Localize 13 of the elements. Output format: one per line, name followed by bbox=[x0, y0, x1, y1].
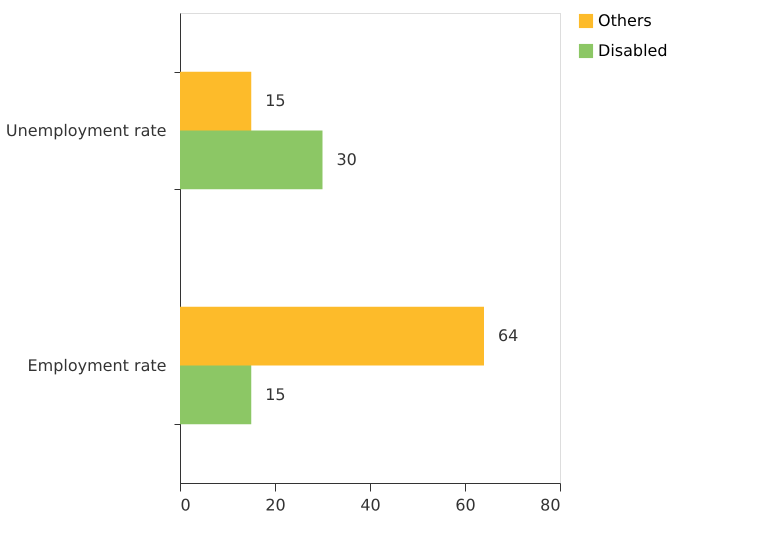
x-tick-label: 80 bbox=[540, 496, 560, 514]
x-tick-label: 20 bbox=[265, 496, 286, 514]
x-tick-label: 60 bbox=[455, 496, 476, 514]
legend-label: Disabled bbox=[598, 41, 668, 60]
data-label: 64 bbox=[498, 326, 518, 346]
y-tick-label: Unemployment rate bbox=[6, 121, 166, 140]
data-label: 15 bbox=[265, 384, 286, 404]
x-tick-label: 0 bbox=[180, 496, 191, 514]
data-label: 30 bbox=[336, 150, 357, 169]
data-label: 15 bbox=[265, 91, 286, 110]
x-tick-label: 40 bbox=[360, 496, 381, 514]
legend-label: Others bbox=[598, 11, 652, 30]
y-tick-label: Employment rate bbox=[28, 356, 166, 375]
